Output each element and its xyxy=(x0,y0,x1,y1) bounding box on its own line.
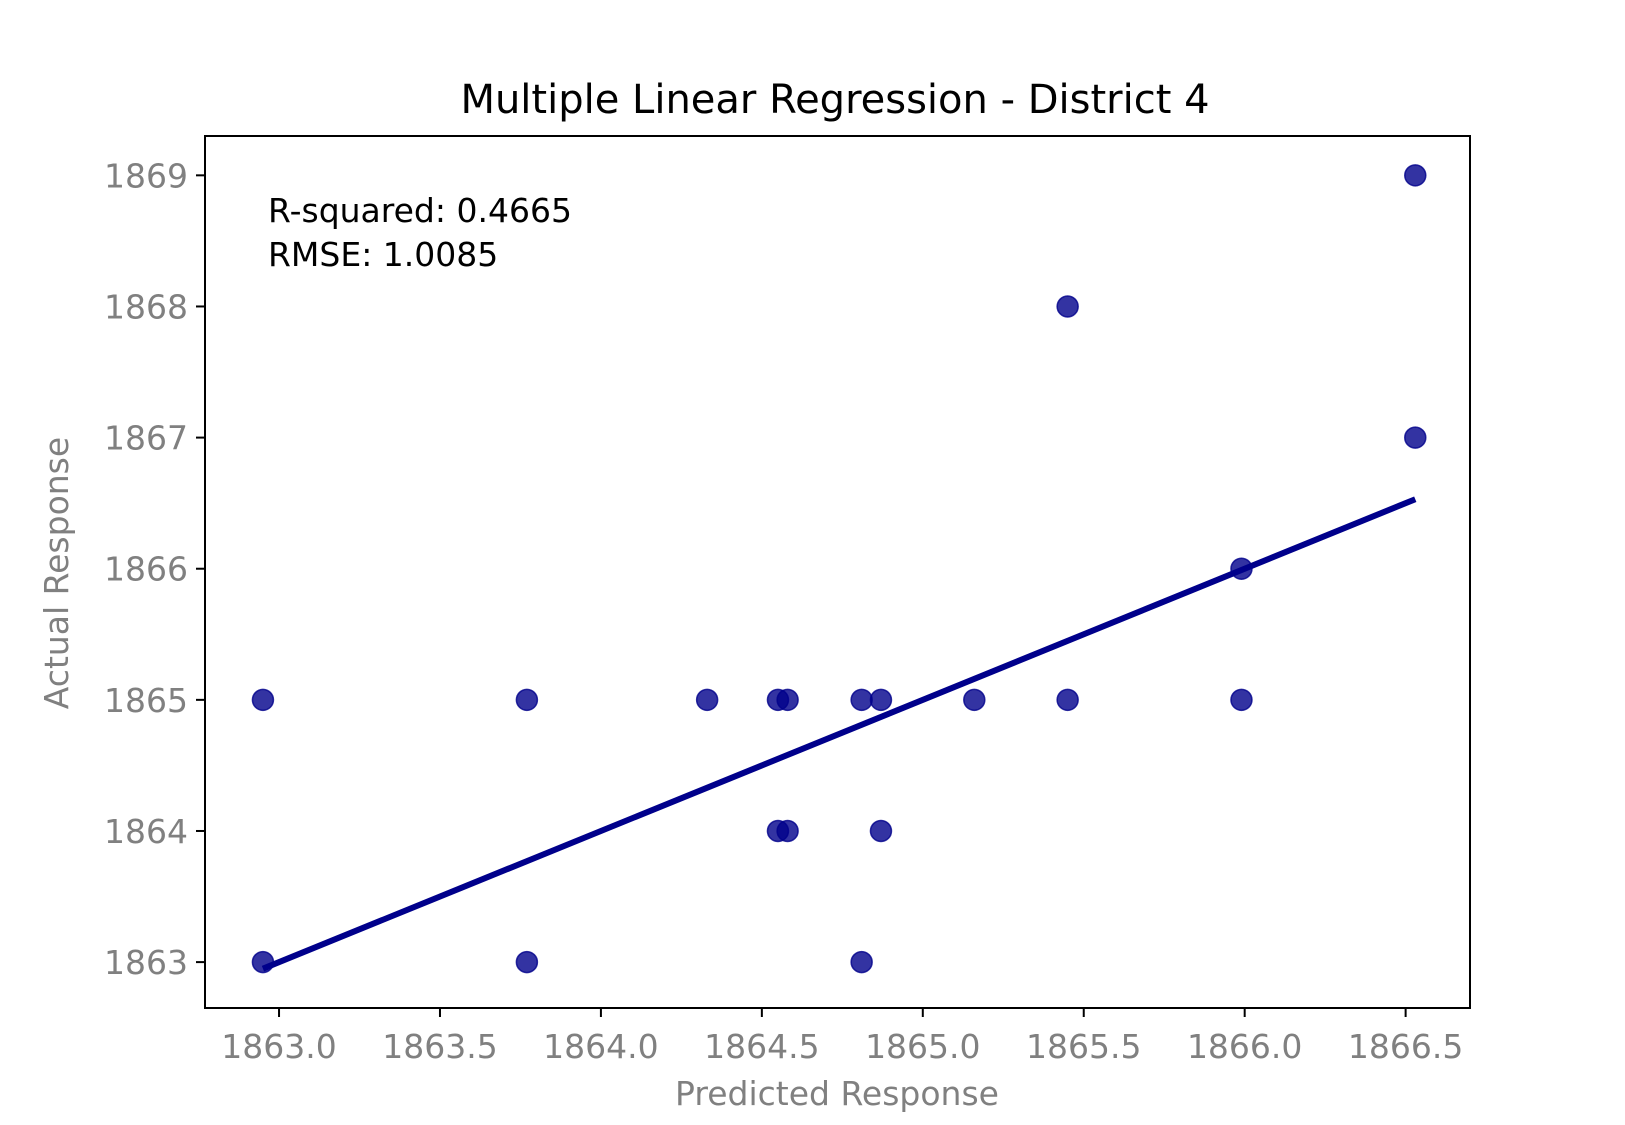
data-point xyxy=(776,819,799,843)
data-point xyxy=(1404,426,1427,449)
y-tick-label: 1869 xyxy=(104,156,188,195)
axis-ticks: 1863.0 1863.5 1864.0 1864.5 1865.0 1865.5 1866… xyxy=(104,156,1463,1066)
x-tick-label: 1864.5 xyxy=(704,1027,819,1066)
x-tick-label: 1866.0 xyxy=(1187,1027,1302,1066)
data-point xyxy=(869,819,893,843)
y-tick-label: 1866 xyxy=(104,550,188,589)
regression-line xyxy=(261,496,1417,972)
data-point xyxy=(850,950,873,974)
y-tick-label: 1867 xyxy=(104,419,188,458)
x-tick-label: 1863.5 xyxy=(382,1027,497,1066)
data-point xyxy=(963,688,986,712)
data-point xyxy=(251,688,275,712)
data-point xyxy=(850,688,873,712)
rmse-annotation: RMSE: 1.0085 xyxy=(268,235,498,274)
data-point xyxy=(776,688,799,712)
data-point xyxy=(1404,164,1427,187)
x-tick-label: 1866.5 xyxy=(1348,1027,1463,1066)
y-axis-label: Actual Response xyxy=(37,437,76,709)
data-point xyxy=(251,950,275,974)
x-axis-label: Predicted Response xyxy=(675,1074,999,1113)
y-tick-label: 1864 xyxy=(104,812,188,851)
y-tick-label: 1865 xyxy=(104,681,188,720)
x-tick-label: 1863.0 xyxy=(221,1027,336,1066)
data-point xyxy=(869,688,893,712)
data-point xyxy=(1056,688,1079,712)
x-tick-label: 1865.5 xyxy=(1026,1027,1141,1066)
data-point xyxy=(1230,688,1253,712)
data-point xyxy=(515,688,539,712)
y-tick-label: 1863 xyxy=(104,943,188,982)
data-point xyxy=(695,688,719,712)
y-tick-label: 1868 xyxy=(104,287,188,326)
regression-fit xyxy=(261,496,1417,972)
chart-title: Multiple Linear Regression - District 4 xyxy=(460,77,1209,123)
data-point xyxy=(1056,295,1079,318)
data-point xyxy=(1230,557,1253,580)
data-point xyxy=(515,950,539,974)
scatter-points xyxy=(251,164,1427,974)
x-tick-label: 1865.0 xyxy=(865,1027,980,1066)
x-tick-label: 1864.0 xyxy=(543,1027,658,1066)
r-squared-annotation: R-squared: 0.4665 xyxy=(268,191,572,230)
plot-frame xyxy=(204,135,1471,1009)
